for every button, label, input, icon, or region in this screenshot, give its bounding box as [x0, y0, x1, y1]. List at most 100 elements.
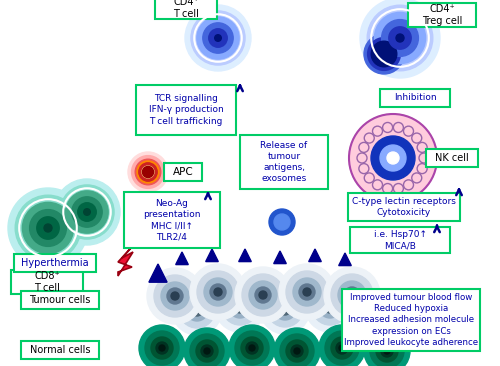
Circle shape	[60, 185, 114, 239]
FancyBboxPatch shape	[350, 227, 450, 253]
Circle shape	[15, 195, 81, 261]
Polygon shape	[206, 249, 218, 262]
Circle shape	[30, 210, 66, 246]
Circle shape	[142, 166, 154, 178]
FancyBboxPatch shape	[240, 135, 328, 189]
Circle shape	[260, 284, 310, 334]
Circle shape	[360, 0, 440, 78]
Circle shape	[331, 337, 353, 359]
Circle shape	[364, 328, 410, 366]
Circle shape	[235, 331, 269, 365]
Circle shape	[384, 348, 390, 354]
Polygon shape	[338, 253, 351, 266]
Text: Hyperthermia: Hyperthermia	[21, 258, 89, 268]
Circle shape	[274, 214, 290, 230]
Circle shape	[381, 345, 393, 357]
Circle shape	[222, 289, 258, 325]
FancyBboxPatch shape	[155, 0, 217, 19]
Circle shape	[139, 163, 157, 181]
Circle shape	[137, 161, 159, 183]
FancyBboxPatch shape	[136, 85, 236, 135]
Circle shape	[299, 284, 315, 300]
Circle shape	[242, 274, 284, 316]
FancyBboxPatch shape	[164, 163, 202, 181]
Circle shape	[376, 340, 398, 362]
Circle shape	[54, 179, 120, 245]
Circle shape	[142, 167, 154, 178]
Circle shape	[186, 299, 208, 321]
Circle shape	[338, 281, 366, 309]
Circle shape	[204, 348, 210, 354]
Circle shape	[197, 17, 239, 59]
Circle shape	[44, 224, 52, 232]
Circle shape	[215, 282, 265, 332]
Circle shape	[249, 281, 277, 309]
Circle shape	[161, 282, 189, 310]
Circle shape	[229, 296, 251, 318]
Text: CD8⁺
T cell: CD8⁺ T cell	[34, 271, 60, 293]
Circle shape	[319, 325, 365, 366]
Circle shape	[147, 268, 203, 324]
Circle shape	[339, 345, 345, 351]
Circle shape	[172, 285, 222, 335]
Circle shape	[185, 5, 251, 71]
Circle shape	[344, 287, 360, 303]
Circle shape	[279, 264, 335, 320]
Text: Release of
tumour
antigens,
exosomes: Release of tumour antigens, exosomes	[260, 141, 308, 183]
Circle shape	[78, 203, 96, 221]
Text: C-type lectin receptors
Cytotoxicity: C-type lectin receptors Cytotoxicity	[352, 197, 456, 217]
Circle shape	[22, 202, 74, 254]
Circle shape	[156, 342, 168, 354]
Circle shape	[319, 296, 341, 318]
FancyBboxPatch shape	[21, 291, 99, 309]
Circle shape	[370, 334, 404, 366]
Circle shape	[255, 287, 271, 303]
Text: Tumour cells: Tumour cells	[30, 295, 90, 305]
Circle shape	[229, 325, 275, 366]
Circle shape	[293, 278, 321, 306]
Circle shape	[234, 301, 246, 313]
Circle shape	[279, 303, 291, 315]
Circle shape	[380, 145, 406, 171]
Circle shape	[145, 331, 179, 365]
Text: i.e. Hsp70↑
MICA/B: i.e. Hsp70↑ MICA/B	[374, 230, 426, 250]
Circle shape	[209, 29, 227, 47]
Circle shape	[235, 267, 291, 323]
Circle shape	[184, 328, 230, 366]
Circle shape	[154, 275, 196, 317]
Circle shape	[349, 114, 437, 202]
Circle shape	[286, 340, 308, 362]
Circle shape	[190, 264, 246, 320]
FancyBboxPatch shape	[426, 149, 478, 167]
Circle shape	[132, 156, 164, 188]
Circle shape	[204, 278, 232, 306]
Circle shape	[291, 345, 303, 357]
FancyBboxPatch shape	[380, 89, 450, 107]
Circle shape	[8, 188, 88, 268]
Circle shape	[325, 331, 359, 365]
Polygon shape	[176, 252, 188, 265]
Circle shape	[237, 304, 243, 310]
Circle shape	[241, 337, 263, 359]
Text: Normal cells: Normal cells	[30, 345, 90, 355]
Circle shape	[171, 292, 179, 300]
Circle shape	[269, 209, 295, 235]
Polygon shape	[149, 264, 167, 282]
Circle shape	[259, 291, 267, 299]
Circle shape	[66, 191, 108, 233]
Circle shape	[336, 342, 348, 354]
Circle shape	[190, 334, 224, 366]
Circle shape	[151, 337, 173, 359]
Circle shape	[84, 209, 90, 215]
Circle shape	[210, 284, 226, 300]
Circle shape	[72, 197, 102, 227]
Polygon shape	[274, 251, 286, 264]
Circle shape	[203, 23, 233, 53]
Circle shape	[214, 35, 222, 41]
Circle shape	[327, 304, 333, 310]
Circle shape	[367, 5, 433, 71]
Circle shape	[214, 288, 222, 296]
FancyBboxPatch shape	[14, 254, 96, 272]
Text: APC: APC	[172, 167, 194, 177]
Circle shape	[197, 271, 239, 313]
